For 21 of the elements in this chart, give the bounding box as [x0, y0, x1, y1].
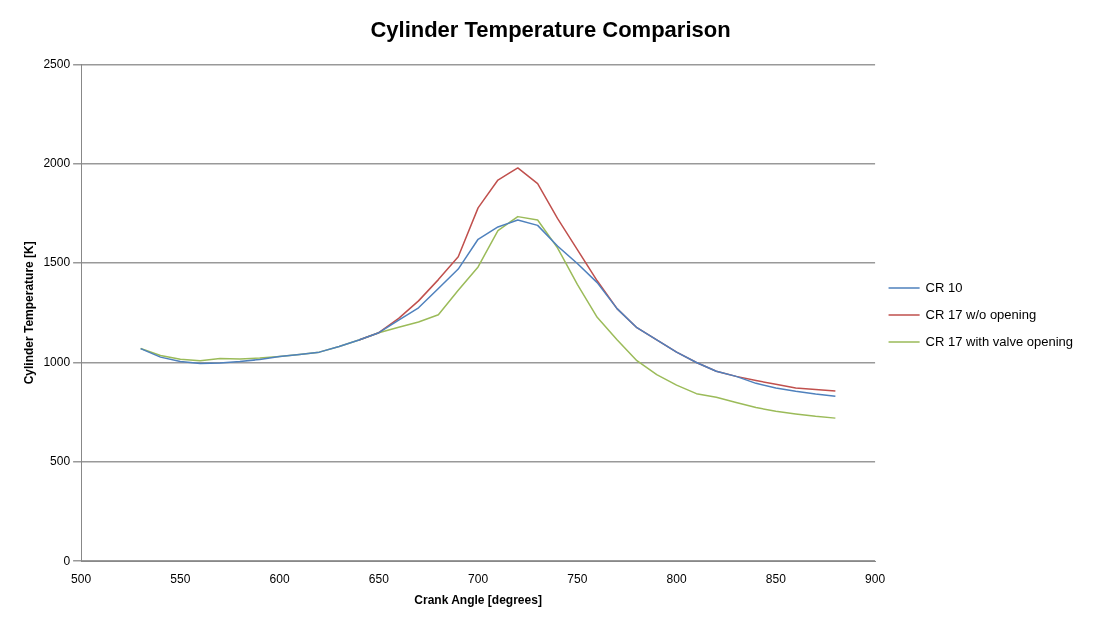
- x-tick-label: 700: [468, 571, 489, 586]
- y-tick-label: 2500: [43, 56, 71, 71]
- x-tick-label: 600: [269, 571, 290, 586]
- legend-label: CR 10: [925, 279, 963, 295]
- x-tick-label: 650: [368, 571, 390, 586]
- y-tick-label: 2000: [43, 156, 71, 171]
- y-tick-label: 1000: [43, 354, 71, 369]
- x-tick-label: 550: [170, 571, 191, 586]
- x-tick-label: 750: [567, 571, 588, 586]
- legend-label: CR 17 with valve opening: [925, 333, 1073, 349]
- chart-title: Cylinder Temperature Comparison: [370, 17, 731, 43]
- x-tick-label: 900: [865, 571, 886, 586]
- x-tick-label: 800: [666, 571, 687, 586]
- x-tick-label: 500: [71, 571, 92, 586]
- x-tick-label: 850: [765, 571, 787, 586]
- y-axis-title: Cylinder Temperature [K]: [21, 241, 36, 385]
- legend-label: CR 17 w/o opening: [925, 306, 1037, 322]
- y-tick-label: 0: [63, 553, 71, 568]
- y-tick-label: 500: [50, 454, 71, 469]
- y-tick-label: 1500: [43, 255, 71, 270]
- x-axis-title: Crank Angle [degrees]: [414, 593, 542, 608]
